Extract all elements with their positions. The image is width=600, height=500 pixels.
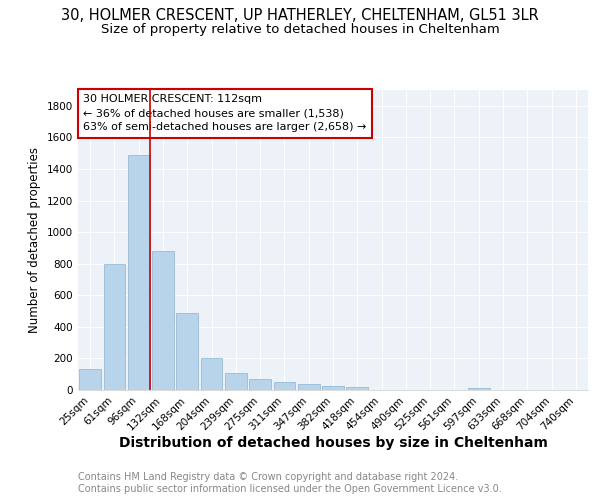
Text: Size of property relative to detached houses in Cheltenham: Size of property relative to detached ho…: [101, 22, 499, 36]
Bar: [128, 154, 149, 390]
Text: Contains HM Land Registry data © Crown copyright and database right 2024.: Contains HM Land Registry data © Crown c…: [78, 472, 458, 482]
Bar: [225, 372, 247, 390]
Text: 30 HOLMER CRESCENT: 112sqm
← 36% of detached houses are smaller (1,538)
63% of s: 30 HOLMER CRESCENT: 112sqm ← 36% of deta…: [83, 94, 367, 132]
Text: Contains public sector information licensed under the Open Government Licence v3: Contains public sector information licen…: [78, 484, 502, 494]
Bar: [176, 312, 198, 390]
Bar: [298, 384, 320, 390]
Bar: [152, 251, 174, 390]
Text: Distribution of detached houses by size in Cheltenham: Distribution of detached houses by size …: [119, 436, 547, 450]
Bar: [468, 388, 490, 390]
Bar: [104, 264, 125, 390]
Bar: [200, 358, 223, 390]
Bar: [322, 386, 344, 390]
Text: 30, HOLMER CRESCENT, UP HATHERLEY, CHELTENHAM, GL51 3LR: 30, HOLMER CRESCENT, UP HATHERLEY, CHELT…: [61, 8, 539, 22]
Bar: [249, 379, 271, 390]
Bar: [79, 370, 101, 390]
Bar: [274, 382, 295, 390]
Bar: [346, 387, 368, 390]
Y-axis label: Number of detached properties: Number of detached properties: [28, 147, 41, 333]
